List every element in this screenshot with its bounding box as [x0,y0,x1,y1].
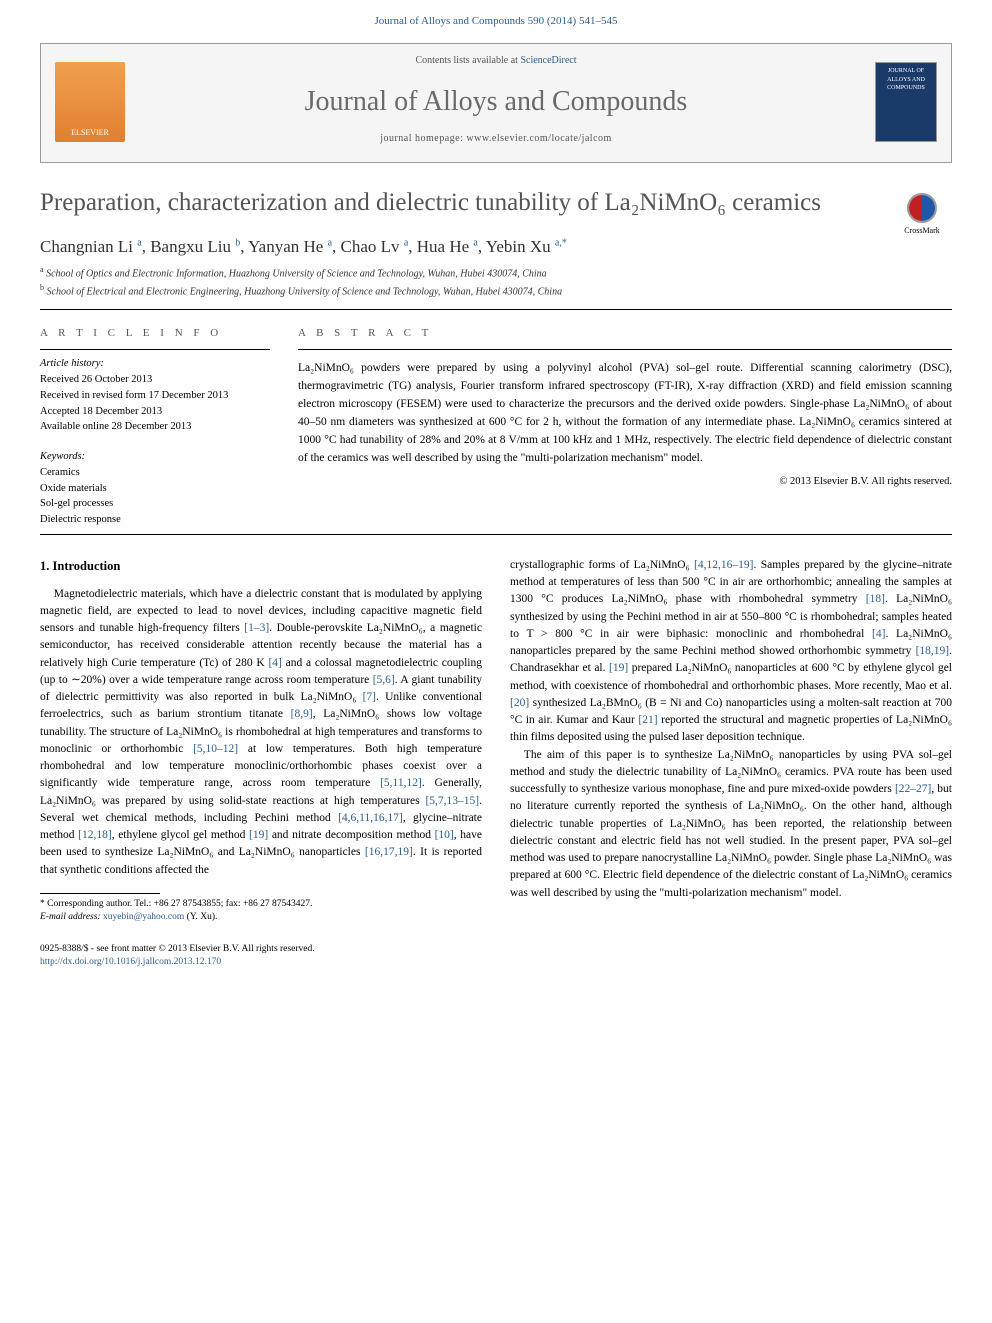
crossmark-badge[interactable]: CrossMark [892,193,952,236]
elsevier-logo: ELSEVIER [55,62,125,142]
email-label: E-mail address: [40,912,103,922]
rule-top [40,309,952,310]
abstract-column: A B S T R A C T La₂NiMnO₆ powders were p… [298,316,952,528]
copyright: © 2013 Elsevier B.V. All rights reserved… [298,475,952,490]
keyword: Oxide materials [40,481,270,497]
keyword: Dielectric response [40,512,270,528]
section-heading: 1. Introduction [40,557,482,576]
inner-rule [40,349,270,350]
body-two-columns: 1. Introduction Magnetodielectric materi… [40,557,952,925]
header-journal-title: Journal of Alloys and Compounds [41,82,951,121]
article-title: Preparation, characterization and dielec… [40,187,952,218]
keyword: Sol-gel processes [40,496,270,512]
history-line: Received 26 October 2013 [40,372,270,388]
body-paragraph: crystallographic forms of La₂NiMnO₆ [4,1… [510,557,952,747]
keyword: Ceramics [40,465,270,481]
article-info-column: A R T I C L E I N F O Article history: R… [40,316,270,528]
journal-header-box: ELSEVIER Contents lists available at Sci… [40,43,952,163]
info-abstract-row: A R T I C L E I N F O Article history: R… [40,316,952,528]
history-line: Received in revised form 17 December 201… [40,388,270,404]
sciencedirect-link[interactable]: ScienceDirect [520,55,576,66]
article-header: Preparation, characterization and dielec… [40,187,952,218]
abstract-text: La₂NiMnO₆ powders were prepared by using… [298,360,952,467]
rule-bottom [40,534,952,535]
doi-link[interactable]: http://dx.doi.org/10.1016/j.jallcom.2013… [40,956,952,969]
footnote-block: * Corresponding author. Tel.: +86 27 875… [40,893,482,925]
homepage-url: www.elsevier.com/locate/jalcom [466,133,611,144]
homepage-prefix: journal homepage: [380,133,466,144]
contents-line: Contents lists available at ScienceDirec… [41,54,951,68]
email-line: E-mail address: xuyebin@yahoo.com (Y. Xu… [40,911,482,924]
crossmark-label: CrossMark [904,226,940,235]
email-suffix: (Y. Xu). [184,912,217,922]
homepage-line: journal homepage: www.elsevier.com/locat… [41,132,951,146]
abstract-label: A B S T R A C T [298,326,952,341]
affiliation-b: b School of Electrical and Electronic En… [40,282,952,299]
inner-rule [298,349,952,350]
contents-prefix: Contents lists available at [415,55,520,66]
footer-copyright: 0925-8388/$ - see front matter © 2013 El… [40,943,952,956]
journal-cover-thumb: JOURNAL OF ALLOYS AND COMPOUNDS [875,62,937,142]
article-history: Article history: Received 26 October 201… [40,356,270,435]
history-line: Available online 28 December 2013 [40,419,270,435]
body-paragraph: The aim of this paper is to synthesize L… [510,747,952,902]
footnote-rule [40,893,160,894]
journal-reference: Journal of Alloys and Compounds 590 (201… [0,0,992,37]
history-line: Accepted 18 December 2013 [40,404,270,420]
info-label: A R T I C L E I N F O [40,326,270,341]
keywords: Keywords: Ceramics Oxide materials Sol-g… [40,449,270,528]
affiliation-a: a School of Optics and Electronic Inform… [40,264,952,281]
crossmark-icon [907,193,937,223]
history-header: Article history: [40,356,270,372]
body-paragraph: Magnetodielectric materials, which have … [40,586,482,879]
affiliations: a School of Optics and Electronic Inform… [40,264,952,299]
footer-block: 0925-8388/$ - see front matter © 2013 El… [40,943,952,970]
keywords-header: Keywords: [40,449,270,465]
corresponding-author: * Corresponding author. Tel.: +86 27 875… [40,898,482,911]
authors-line: Changnian Li a, Bangxu Liu b, Yanyan He … [40,235,952,259]
corresponding-email[interactable]: xuyebin@yahoo.com [103,912,184,922]
